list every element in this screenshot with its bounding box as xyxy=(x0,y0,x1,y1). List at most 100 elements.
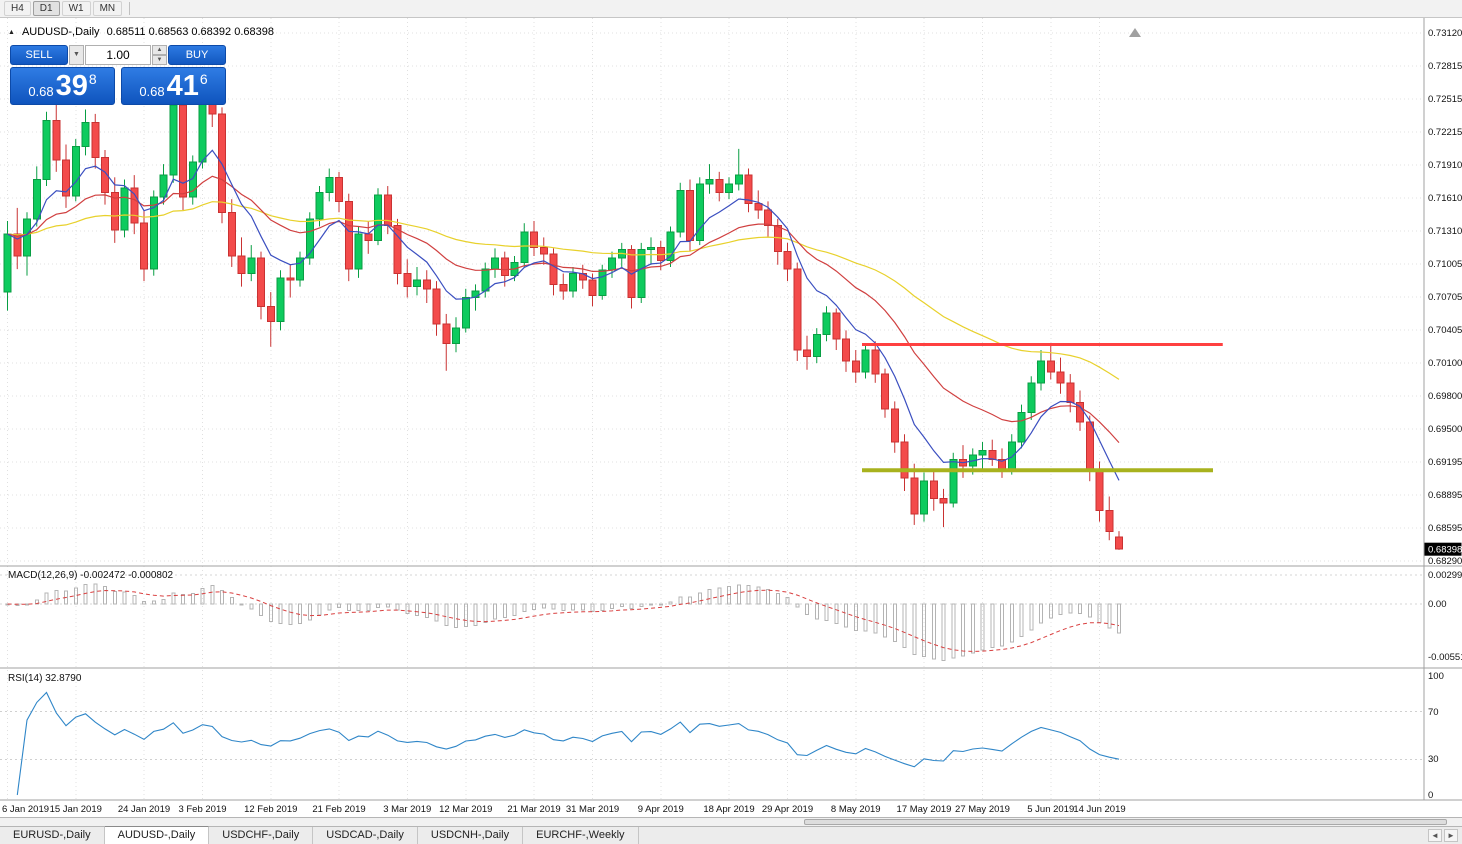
price-axis-label: 0.72515 xyxy=(1428,94,1462,105)
tab-audusd-daily[interactable]: AUDUSD-,Daily xyxy=(104,826,210,844)
macd-histogram-bar xyxy=(580,603,585,611)
tab-usdchf-daily[interactable]: USDCHF-,Daily xyxy=(209,827,314,844)
volume-stepper[interactable]: ▲ ▼ xyxy=(152,45,167,65)
candle xyxy=(461,297,470,329)
candle xyxy=(188,161,197,198)
macd-histogram-bar xyxy=(288,603,293,625)
candle xyxy=(949,458,958,504)
price-axis-label: 0.70705 xyxy=(1428,292,1462,303)
date-axis-label: 12 Mar 2019 xyxy=(439,804,492,815)
macd-histogram-bar xyxy=(307,603,312,621)
candle xyxy=(647,246,655,250)
macd-histogram-bar xyxy=(434,603,439,622)
timeframe-d1-button[interactable]: D1 xyxy=(32,1,60,16)
panel-toggle-icon[interactable]: ▲ xyxy=(8,28,15,36)
macd-histogram-bar xyxy=(1078,603,1082,614)
macd-histogram-bar xyxy=(814,603,819,620)
macd-histogram-bar xyxy=(532,603,536,610)
price-chart[interactable]: 0.73120 0.72815 0.72515 0.72215 0.71910 0.716… xyxy=(0,18,1462,817)
volume-dropdown-icon[interactable]: ▼ xyxy=(69,45,84,65)
buy-price-prefix: 0.68 xyxy=(139,84,165,99)
date-axis-label: 5 Jun 2019 xyxy=(1027,804,1074,815)
macd-histogram-bar xyxy=(678,596,683,605)
macd-histogram-bar xyxy=(366,603,371,612)
tab-scroll-left-icon[interactable]: ◄ xyxy=(1428,829,1442,842)
macd-histogram-bar xyxy=(1117,603,1121,634)
macd-histogram-bar xyxy=(83,583,88,605)
macd-histogram-bar xyxy=(463,603,468,628)
sell-button[interactable]: SELL xyxy=(10,45,68,65)
candle xyxy=(130,187,139,224)
price-axis-label: 0.69195 xyxy=(1428,457,1462,468)
macd-histogram-bar xyxy=(25,603,29,606)
macd-histogram-bar xyxy=(834,603,839,624)
candle xyxy=(120,187,129,231)
macd-histogram-bar xyxy=(541,603,546,609)
chart-tab-bar: EURUSD-,Daily AUDUSD-,Daily USDCHF-,Dail… xyxy=(0,826,1462,844)
tab-usdcad-daily[interactable]: USDCAD-,Daily xyxy=(313,827,418,844)
candle xyxy=(822,312,831,336)
date-axis-label: 18 Apr 2019 xyxy=(703,804,754,815)
timeframe-mn-button[interactable]: MN xyxy=(92,1,123,16)
macd-histogram-bar xyxy=(970,603,975,654)
candle xyxy=(393,224,402,274)
macd-histogram-bar xyxy=(132,595,137,605)
candle xyxy=(13,233,22,257)
timeframe-h4-button[interactable]: H4 xyxy=(4,1,31,16)
volume-input[interactable]: 1.00 xyxy=(85,45,151,65)
macd-histogram-bar xyxy=(385,603,390,608)
candle xyxy=(598,269,607,296)
candle xyxy=(374,194,382,242)
tab-eurusd-daily[interactable]: EURUSD-,Daily xyxy=(0,827,105,844)
candle xyxy=(900,441,909,479)
candle xyxy=(1066,382,1075,403)
scrollbar-thumb[interactable] xyxy=(804,819,1448,825)
candle xyxy=(695,183,704,242)
spin-down-icon[interactable]: ▼ xyxy=(152,55,167,65)
candle xyxy=(159,174,168,198)
chart-shift-marker-icon[interactable] xyxy=(1129,28,1141,37)
candle xyxy=(764,209,772,226)
macd-histogram-bar xyxy=(200,587,205,605)
buy-price-pips: 41 xyxy=(166,69,199,102)
buy-price-button[interactable]: 0.68 41 6 xyxy=(121,67,226,105)
tab-usdcnh-daily[interactable]: USDCNH-,Daily xyxy=(417,827,524,844)
candle xyxy=(744,174,753,205)
macd-histogram-bar xyxy=(220,590,224,605)
chart-horizontal-scrollbar[interactable] xyxy=(0,817,1462,826)
macd-histogram-bar xyxy=(619,603,624,608)
macd-histogram-bar xyxy=(103,586,107,605)
price-axis-label: 0.71910 xyxy=(1428,160,1462,171)
macd-histogram-bar xyxy=(610,603,614,610)
macd-histogram-bar xyxy=(502,603,507,619)
candle xyxy=(101,157,109,194)
sell-price-button[interactable]: 0.68 39 8 xyxy=(10,67,115,105)
candle xyxy=(851,360,860,373)
macd-histogram-bar xyxy=(629,603,634,609)
candle xyxy=(871,349,880,375)
macd-histogram-bar xyxy=(239,603,244,606)
buy-button[interactable]: BUY xyxy=(168,45,226,65)
timeframe-w1-button[interactable]: W1 xyxy=(61,1,91,16)
date-axis-label: 14 Jun 2019 xyxy=(1073,804,1125,815)
candle xyxy=(23,218,31,257)
spin-up-icon[interactable]: ▲ xyxy=(152,45,167,55)
candle xyxy=(179,104,187,198)
macd-histogram-bar xyxy=(941,603,946,662)
price-axis-label: 0.70405 xyxy=(1428,325,1462,336)
candle xyxy=(364,233,373,242)
candle xyxy=(842,338,850,362)
tab-scroll-right-icon[interactable]: ► xyxy=(1444,829,1458,842)
tab-scroll-controls: ◄ ► xyxy=(1428,827,1462,844)
candle xyxy=(325,176,334,194)
candle xyxy=(491,257,499,270)
macd-histogram-bar xyxy=(268,603,273,623)
candle xyxy=(452,327,460,344)
candle xyxy=(266,305,275,323)
sell-price-prefix: 0.68 xyxy=(28,84,54,99)
candle xyxy=(588,279,597,296)
candle xyxy=(354,233,363,270)
tab-eurchf-weekly[interactable]: EURCHF-,Weekly xyxy=(523,827,639,844)
current-price-badge xyxy=(1424,542,1462,556)
price-axis-label: 0.72815 xyxy=(1428,61,1462,72)
